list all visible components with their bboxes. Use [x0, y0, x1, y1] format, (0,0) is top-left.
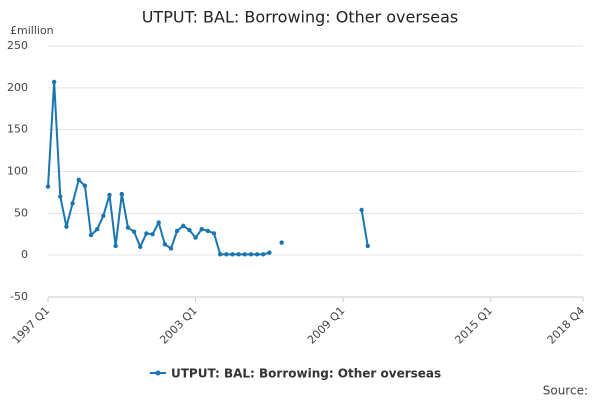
x-tick-label: 2009 Q1 [305, 304, 348, 347]
y-tick-label: -50 [10, 290, 28, 303]
y-tick-label: 200 [7, 81, 28, 94]
point [267, 250, 272, 255]
y-tick-label: 250 [7, 39, 28, 52]
point [248, 252, 254, 257]
point [193, 235, 198, 240]
point [261, 252, 266, 257]
point [230, 252, 235, 257]
point [217, 252, 223, 257]
point [236, 252, 241, 257]
point [359, 207, 364, 213]
x-tick-label: 2015 Q1 [452, 304, 495, 347]
point [187, 227, 192, 233]
point [76, 177, 81, 183]
point [119, 191, 124, 197]
point [51, 79, 57, 85]
point [94, 227, 100, 232]
y-tick-label: 100 [7, 165, 28, 178]
point [211, 231, 217, 236]
point [58, 194, 63, 199]
point [125, 225, 131, 230]
point [242, 252, 247, 257]
point [150, 232, 155, 237]
point [224, 252, 229, 257]
x-tick-label: 2003 Q1 [157, 304, 200, 347]
point [181, 223, 186, 229]
point [162, 242, 168, 247]
point [70, 201, 75, 206]
y-axis-title: £million [10, 24, 54, 37]
legend-label: UTPUT: BAL: Borrowing: Other overseas [171, 367, 441, 381]
y-tick-label: 150 [7, 123, 28, 136]
point [174, 228, 180, 234]
x-tick-label: 2018 Q4 [545, 304, 588, 347]
y-tick-label: 0 [21, 248, 28, 261]
point [138, 244, 143, 249]
source: Source: [543, 384, 588, 398]
point [45, 184, 51, 189]
point [279, 240, 284, 245]
point [131, 229, 137, 234]
point [88, 232, 94, 238]
y-tick-label: 50 [14, 206, 28, 219]
point [205, 228, 211, 234]
chart-title: UTPUT: BAL: Borrowing: Other overseas [142, 8, 459, 27]
point [156, 220, 161, 225]
point [144, 231, 149, 236]
point [199, 227, 204, 232]
x-tick-label: 1997 Q1 [10, 304, 53, 347]
point [365, 243, 370, 249]
legend-point [155, 370, 161, 376]
point [82, 183, 88, 188]
point [101, 213, 106, 219]
point [64, 224, 69, 229]
point [113, 243, 118, 249]
point [168, 246, 174, 251]
point [107, 192, 112, 198]
point [254, 252, 260, 257]
